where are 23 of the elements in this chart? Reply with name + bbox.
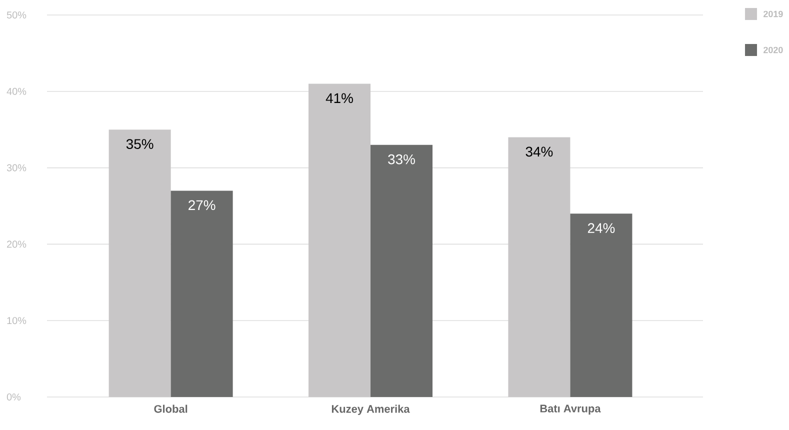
y-tick-label: 20%	[7, 240, 26, 248]
bar	[108, 130, 171, 397]
data-label: 35%	[126, 139, 154, 149]
bar	[170, 190, 233, 397]
data-label: 27%	[188, 200, 216, 210]
x-tick-label: Kuzey Amerika	[332, 404, 410, 415]
data-label: 34%	[526, 146, 553, 157]
y-tick-label: 30%	[6, 164, 26, 172]
x-tick-label: Global	[154, 404, 188, 413]
bar	[570, 214, 632, 397]
data-label: 33%	[388, 154, 415, 164]
data-label: 41%	[326, 93, 353, 104]
y-tick-label: 40%	[6, 88, 26, 95]
bar	[508, 137, 570, 397]
legend-label: 2019	[764, 10, 783, 18]
x-tick-label: Batı Avrupa	[540, 404, 601, 415]
y-tick-label: 50%	[6, 11, 26, 19]
legend-label: 2020	[764, 46, 783, 54]
bar	[308, 84, 371, 397]
y-tick-label: 10%	[7, 317, 26, 324]
bar	[370, 144, 433, 397]
y-tick-label: 0%	[6, 393, 21, 401]
data-label: 24%	[588, 223, 615, 233]
